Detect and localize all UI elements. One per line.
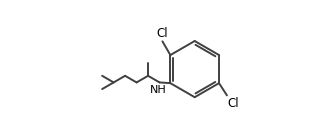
Text: Cl: Cl	[156, 27, 168, 40]
Text: NH: NH	[150, 85, 167, 95]
Text: Cl: Cl	[228, 97, 239, 110]
